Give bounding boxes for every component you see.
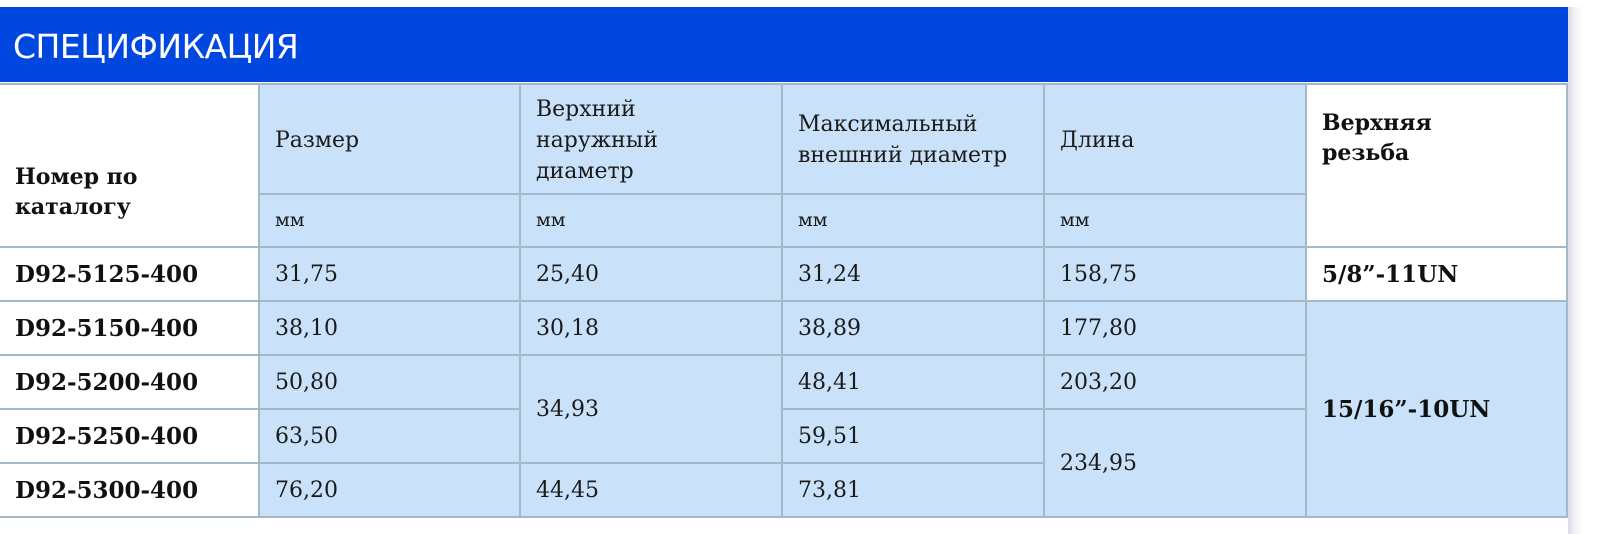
catalog-number: D92-5250-400 xyxy=(0,408,260,464)
table-row: D92-5250-400 63,50 59,51 234,95 xyxy=(0,408,1567,518)
max-od-value: 38,89 xyxy=(781,300,1045,356)
upper-od-value: 30,18 xyxy=(519,300,783,356)
table-row: D92-5150-400 38,10 30,18 38,89 177,80 15… xyxy=(0,300,1568,518)
unit-size: мм xyxy=(258,193,521,248)
units-row: мм мм мм мм xyxy=(0,193,1567,248)
length-value: 158,75 xyxy=(1043,246,1307,302)
header-row: Номер по каталогу Размер Верхний наружны… xyxy=(0,83,1568,248)
max-od-value: 73,81 xyxy=(781,462,1045,518)
page-edge xyxy=(1568,7,1605,534)
catalog-number: D92-5150-400 xyxy=(0,300,260,356)
table-row: D92-5200-400 50,80 34,93 48,41 203,20 xyxy=(0,354,1567,464)
upper-thread-value: 15/16”-10UN xyxy=(1305,300,1568,518)
catalog-number: D92-5125-400 xyxy=(0,246,260,302)
upper-thread-value: 5/8”-11UN xyxy=(1305,246,1568,302)
size-value: 63,50 xyxy=(258,408,521,464)
size-value: 50,80 xyxy=(258,354,521,410)
header-upper-od: Верхний наружный диаметр xyxy=(519,83,783,195)
catalog-number: D92-5200-400 xyxy=(0,354,260,410)
unit-length: мм xyxy=(1043,193,1307,248)
size-value: 76,20 xyxy=(258,462,521,518)
max-od-value: 31,24 xyxy=(781,246,1045,302)
unit-max-od: мм xyxy=(781,193,1045,248)
size-value: 38,10 xyxy=(258,300,521,356)
spec-table: Номер по каталогу Размер Верхний наружны… xyxy=(0,83,1568,518)
upper-od-value: 44,45 xyxy=(519,462,783,518)
upper-od-value: 34,93 xyxy=(519,354,783,464)
header-size: Размер xyxy=(258,83,521,195)
header-upper-thread: Верхняя резьба xyxy=(1305,83,1568,248)
table-row: D92-5125-400 31,75 25,40 31,24 158,75 5/… xyxy=(0,246,1568,302)
section-header: СПЕЦИФИКАЦИЯ xyxy=(0,7,1568,82)
section-title: СПЕЦИФИКАЦИЯ xyxy=(13,27,299,66)
length-value: 203,20 xyxy=(1043,354,1307,410)
max-od-value: 48,41 xyxy=(781,354,1045,410)
unit-upper-od: мм xyxy=(519,193,783,248)
length-value: 234,95 xyxy=(1043,408,1307,518)
length-value: 177,80 xyxy=(1043,300,1307,356)
header-length: Длина xyxy=(1043,83,1307,195)
table-row: D92-5300-400 76,20 44,45 73,81 xyxy=(0,462,1567,518)
header-max-od: Максимальный внешний диаметр xyxy=(781,83,1045,195)
size-value: 31,75 xyxy=(258,246,521,302)
catalog-number: D92-5300-400 xyxy=(0,462,260,518)
header-catalog: Номер по каталогу xyxy=(0,83,260,248)
max-od-value: 59,51 xyxy=(781,408,1045,464)
upper-od-value: 25,40 xyxy=(519,246,783,302)
